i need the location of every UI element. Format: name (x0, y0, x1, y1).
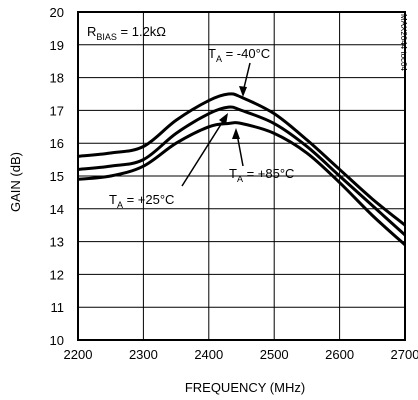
p85-rest: = +85°C (243, 166, 294, 181)
y-tick-label: 20 (50, 5, 64, 20)
y-axis-label: GAIN (dB) (8, 152, 23, 212)
x-tick-label: 2700 (391, 347, 418, 362)
m40-main: T (208, 46, 216, 61)
x-tick-label: 2600 (325, 347, 354, 362)
y-tick-label: 11 (51, 300, 65, 315)
p25-rest: = +25°C (123, 192, 174, 207)
y-tick-labels: 10 11 12 13 14 15 16 17 18 19 20 (50, 5, 64, 348)
y-tick-label: 12 (50, 267, 64, 282)
y-tick-label: 18 (50, 71, 64, 86)
y-tick-label: 10 (50, 333, 64, 348)
x-tick-label: 2300 (129, 347, 158, 362)
y-tick-label: 14 (50, 202, 64, 217)
y-tick-label: 15 (50, 169, 64, 184)
p25-main: T (109, 192, 117, 207)
x-tick-label: 2200 (64, 347, 93, 362)
series-label-p85: TA = +85°C (229, 166, 294, 184)
series-curves (78, 94, 405, 245)
p85-main: T (229, 166, 237, 181)
x-tick-label: 2400 (194, 347, 223, 362)
y-tick-label: 16 (50, 136, 64, 151)
rbias-annotation: RBIAS = 1.2kΩ (87, 24, 166, 42)
series-label-p25: TA = +25°C (109, 192, 174, 210)
arrow-p85 (232, 128, 243, 166)
m40-rest: = -40°C (222, 46, 270, 61)
series-label-m40: TA = -40°C (208, 46, 270, 64)
rbias-sub: BIAS (96, 32, 117, 42)
side-code-label: MAX2644 toc04 (399, 14, 408, 71)
y-tick-label: 13 (50, 235, 64, 250)
rbias-rest: = 1.2kΩ (117, 24, 166, 39)
x-tick-label: 2500 (260, 347, 289, 362)
x-axis-label: FREQUENCY (MHz) (185, 380, 305, 395)
arrow-m40 (239, 63, 250, 97)
y-tick-label: 17 (50, 103, 64, 118)
x-tick-labels: 2200 2300 2400 2500 2600 2700 (64, 347, 418, 362)
y-tick-label: 19 (50, 38, 64, 53)
rbias-main: R (87, 24, 96, 39)
